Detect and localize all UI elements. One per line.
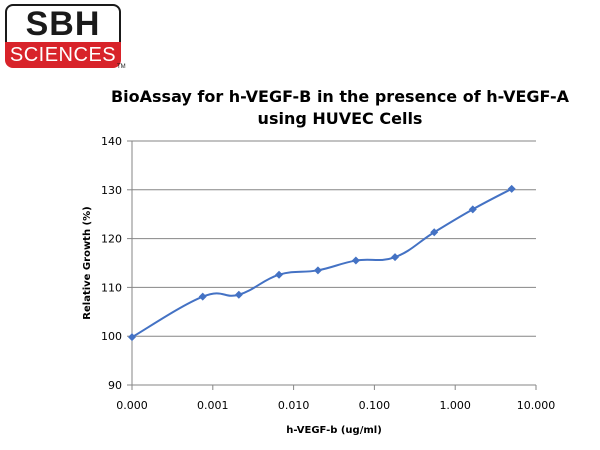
sbh-sciences-logo: SBH SCIENCES TM [5, 4, 126, 70]
grid-lines [132, 140, 536, 337]
y-tick-label: 140 [101, 135, 122, 148]
x-tick-labels: 0.000 0.001 0.010 0.100 1.000 10.000 [116, 399, 555, 412]
y-tick-label: 100 [101, 330, 122, 343]
series-group [128, 184, 516, 342]
data-point-marker [507, 184, 516, 193]
data-point-marker [430, 228, 439, 237]
data-point-marker [391, 253, 400, 262]
chart-title-line-2: using HUVEC Cells [257, 109, 423, 128]
x-tick-label: 0.001 [197, 399, 229, 412]
axes [127, 140, 537, 390]
y-tick-labels: 90 100 110 120 130 140 [101, 135, 122, 392]
data-point-marker [234, 290, 243, 299]
chart-title-line-1: BioAssay for h-VEGF-B in the presence of… [110, 87, 570, 106]
y-tick-label: 110 [101, 281, 122, 294]
data-point-marker [128, 333, 136, 342]
x-tick-label: 0.010 [278, 399, 310, 412]
logo-trademark: TM [117, 64, 126, 70]
logo-bottom-text: SCIENCES [5, 42, 121, 68]
chart-title: BioAssay for h-VEGF-B in the presence of… [100, 86, 580, 130]
logo-top-text: SBH [5, 4, 121, 42]
x-tick-label: 0.100 [359, 399, 391, 412]
y-tick-label: 120 [101, 233, 122, 246]
x-tick-label: 0.000 [116, 399, 148, 412]
data-point-marker [351, 256, 360, 265]
y-tick-label: 90 [108, 379, 122, 392]
x-tick-label: 1.000 [439, 399, 471, 412]
data-point-marker [468, 205, 477, 214]
y-axis-label: Relative Growth (%) [82, 206, 93, 319]
x-tick-label: 10.000 [517, 399, 556, 412]
data-point-marker [313, 266, 322, 275]
data-point-marker [275, 270, 284, 279]
series-line [131, 187, 513, 339]
x-axis-label: h-VEGF-b (ug/ml) [286, 425, 382, 436]
data-point-marker [198, 292, 207, 301]
y-tick-label: 130 [101, 184, 122, 197]
